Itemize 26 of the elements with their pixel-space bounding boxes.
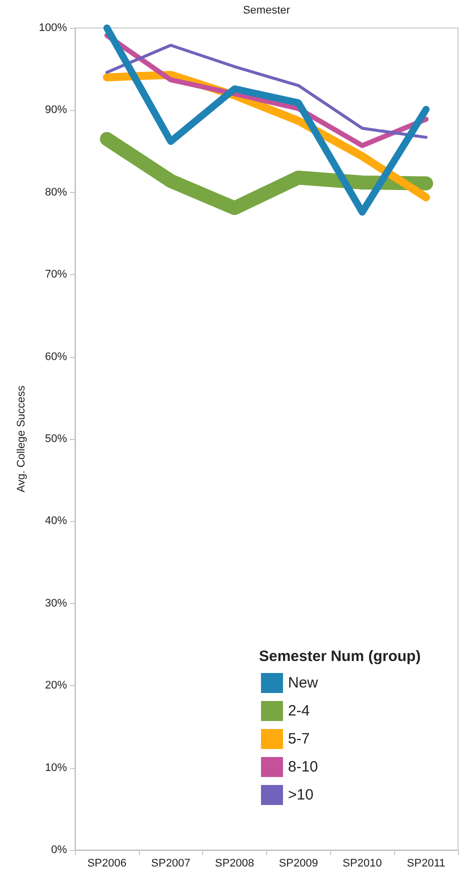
y-tick-label: 0% (51, 844, 68, 856)
legend-label: 8-10 (288, 758, 318, 776)
y-tick-label: 60% (44, 350, 68, 363)
y-tick-label: 20% (44, 680, 68, 692)
y-tick-label: 70% (44, 268, 68, 281)
y-axis-title: Avg. College Success (16, 385, 28, 492)
x-axis-title: Semester (242, 4, 290, 16)
y-tick-label: 30% (44, 597, 68, 610)
x-tick-label: SP2007 (151, 858, 190, 870)
x-tick-label: SP2009 (278, 858, 318, 870)
x-tick-label: SP2010 (342, 858, 382, 870)
y-tick-label: 10% (44, 762, 68, 774)
x-tick-label: SP2011 (406, 858, 446, 870)
legend-label: New (288, 674, 318, 692)
y-tick-label: 50% (44, 433, 68, 445)
y-tick-label: 90% (44, 104, 68, 116)
x-tick-label: SP2006 (87, 858, 126, 870)
legend-label: 5-7 (288, 730, 310, 748)
y-tick-label: 40% (44, 515, 68, 528)
legend-label: >10 (288, 786, 314, 804)
legend-label: 2-4 (288, 702, 310, 720)
x-tick-label: SP2008 (215, 858, 254, 870)
legend-title: Semester Num (group) (259, 648, 421, 665)
line-series (105, 44, 428, 139)
y-tick-label: 100% (38, 22, 68, 34)
y-tick-label: 80% (44, 186, 68, 198)
